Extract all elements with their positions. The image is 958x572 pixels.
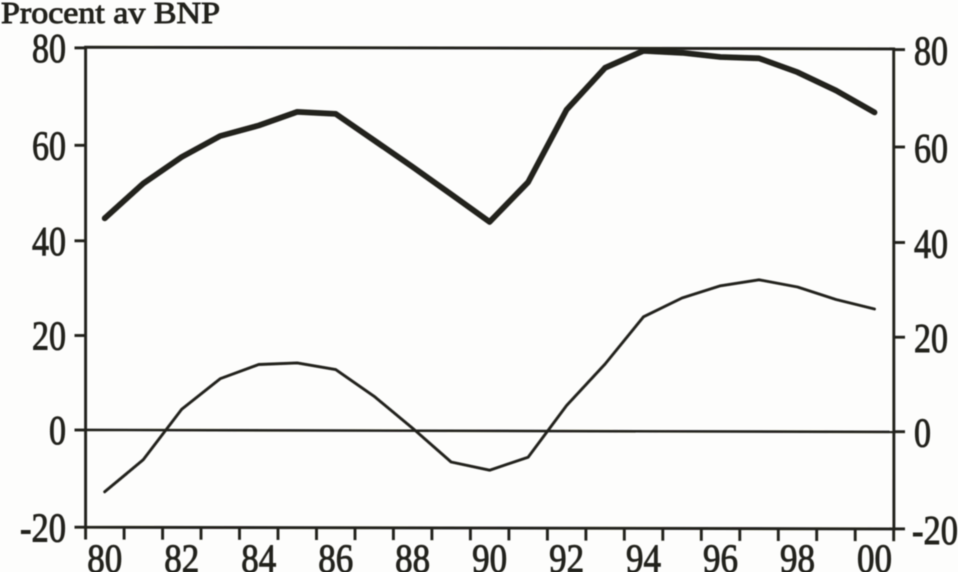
svg-text:20: 20 — [914, 315, 948, 361]
svg-text:60: 60 — [914, 125, 948, 171]
svg-text:0: 0 — [49, 407, 66, 453]
svg-text:92: 92 — [549, 536, 584, 572]
svg-text:-20: -20 — [20, 504, 66, 550]
svg-text:20: 20 — [32, 313, 66, 359]
svg-text:60: 60 — [32, 123, 66, 169]
svg-text:00: 00 — [857, 536, 892, 572]
svg-text:40: 40 — [914, 220, 948, 266]
svg-text:90: 90 — [472, 536, 507, 572]
svg-text:96: 96 — [703, 536, 738, 572]
svg-text:40: 40 — [32, 218, 66, 264]
svg-text:80: 80 — [32, 25, 66, 71]
svg-text:94: 94 — [626, 536, 661, 572]
svg-text:80: 80 — [87, 536, 122, 572]
svg-text:80: 80 — [914, 28, 948, 74]
svg-text:88: 88 — [395, 536, 430, 572]
svg-text:84: 84 — [241, 536, 276, 572]
svg-text:0: 0 — [914, 410, 931, 456]
svg-text:86: 86 — [318, 536, 353, 572]
svg-text:98: 98 — [780, 536, 815, 572]
svg-text:82: 82 — [164, 536, 199, 572]
svg-text:Procent av BNP: Procent av BNP — [1, 0, 220, 30]
svg-text:-20: -20 — [912, 507, 958, 553]
